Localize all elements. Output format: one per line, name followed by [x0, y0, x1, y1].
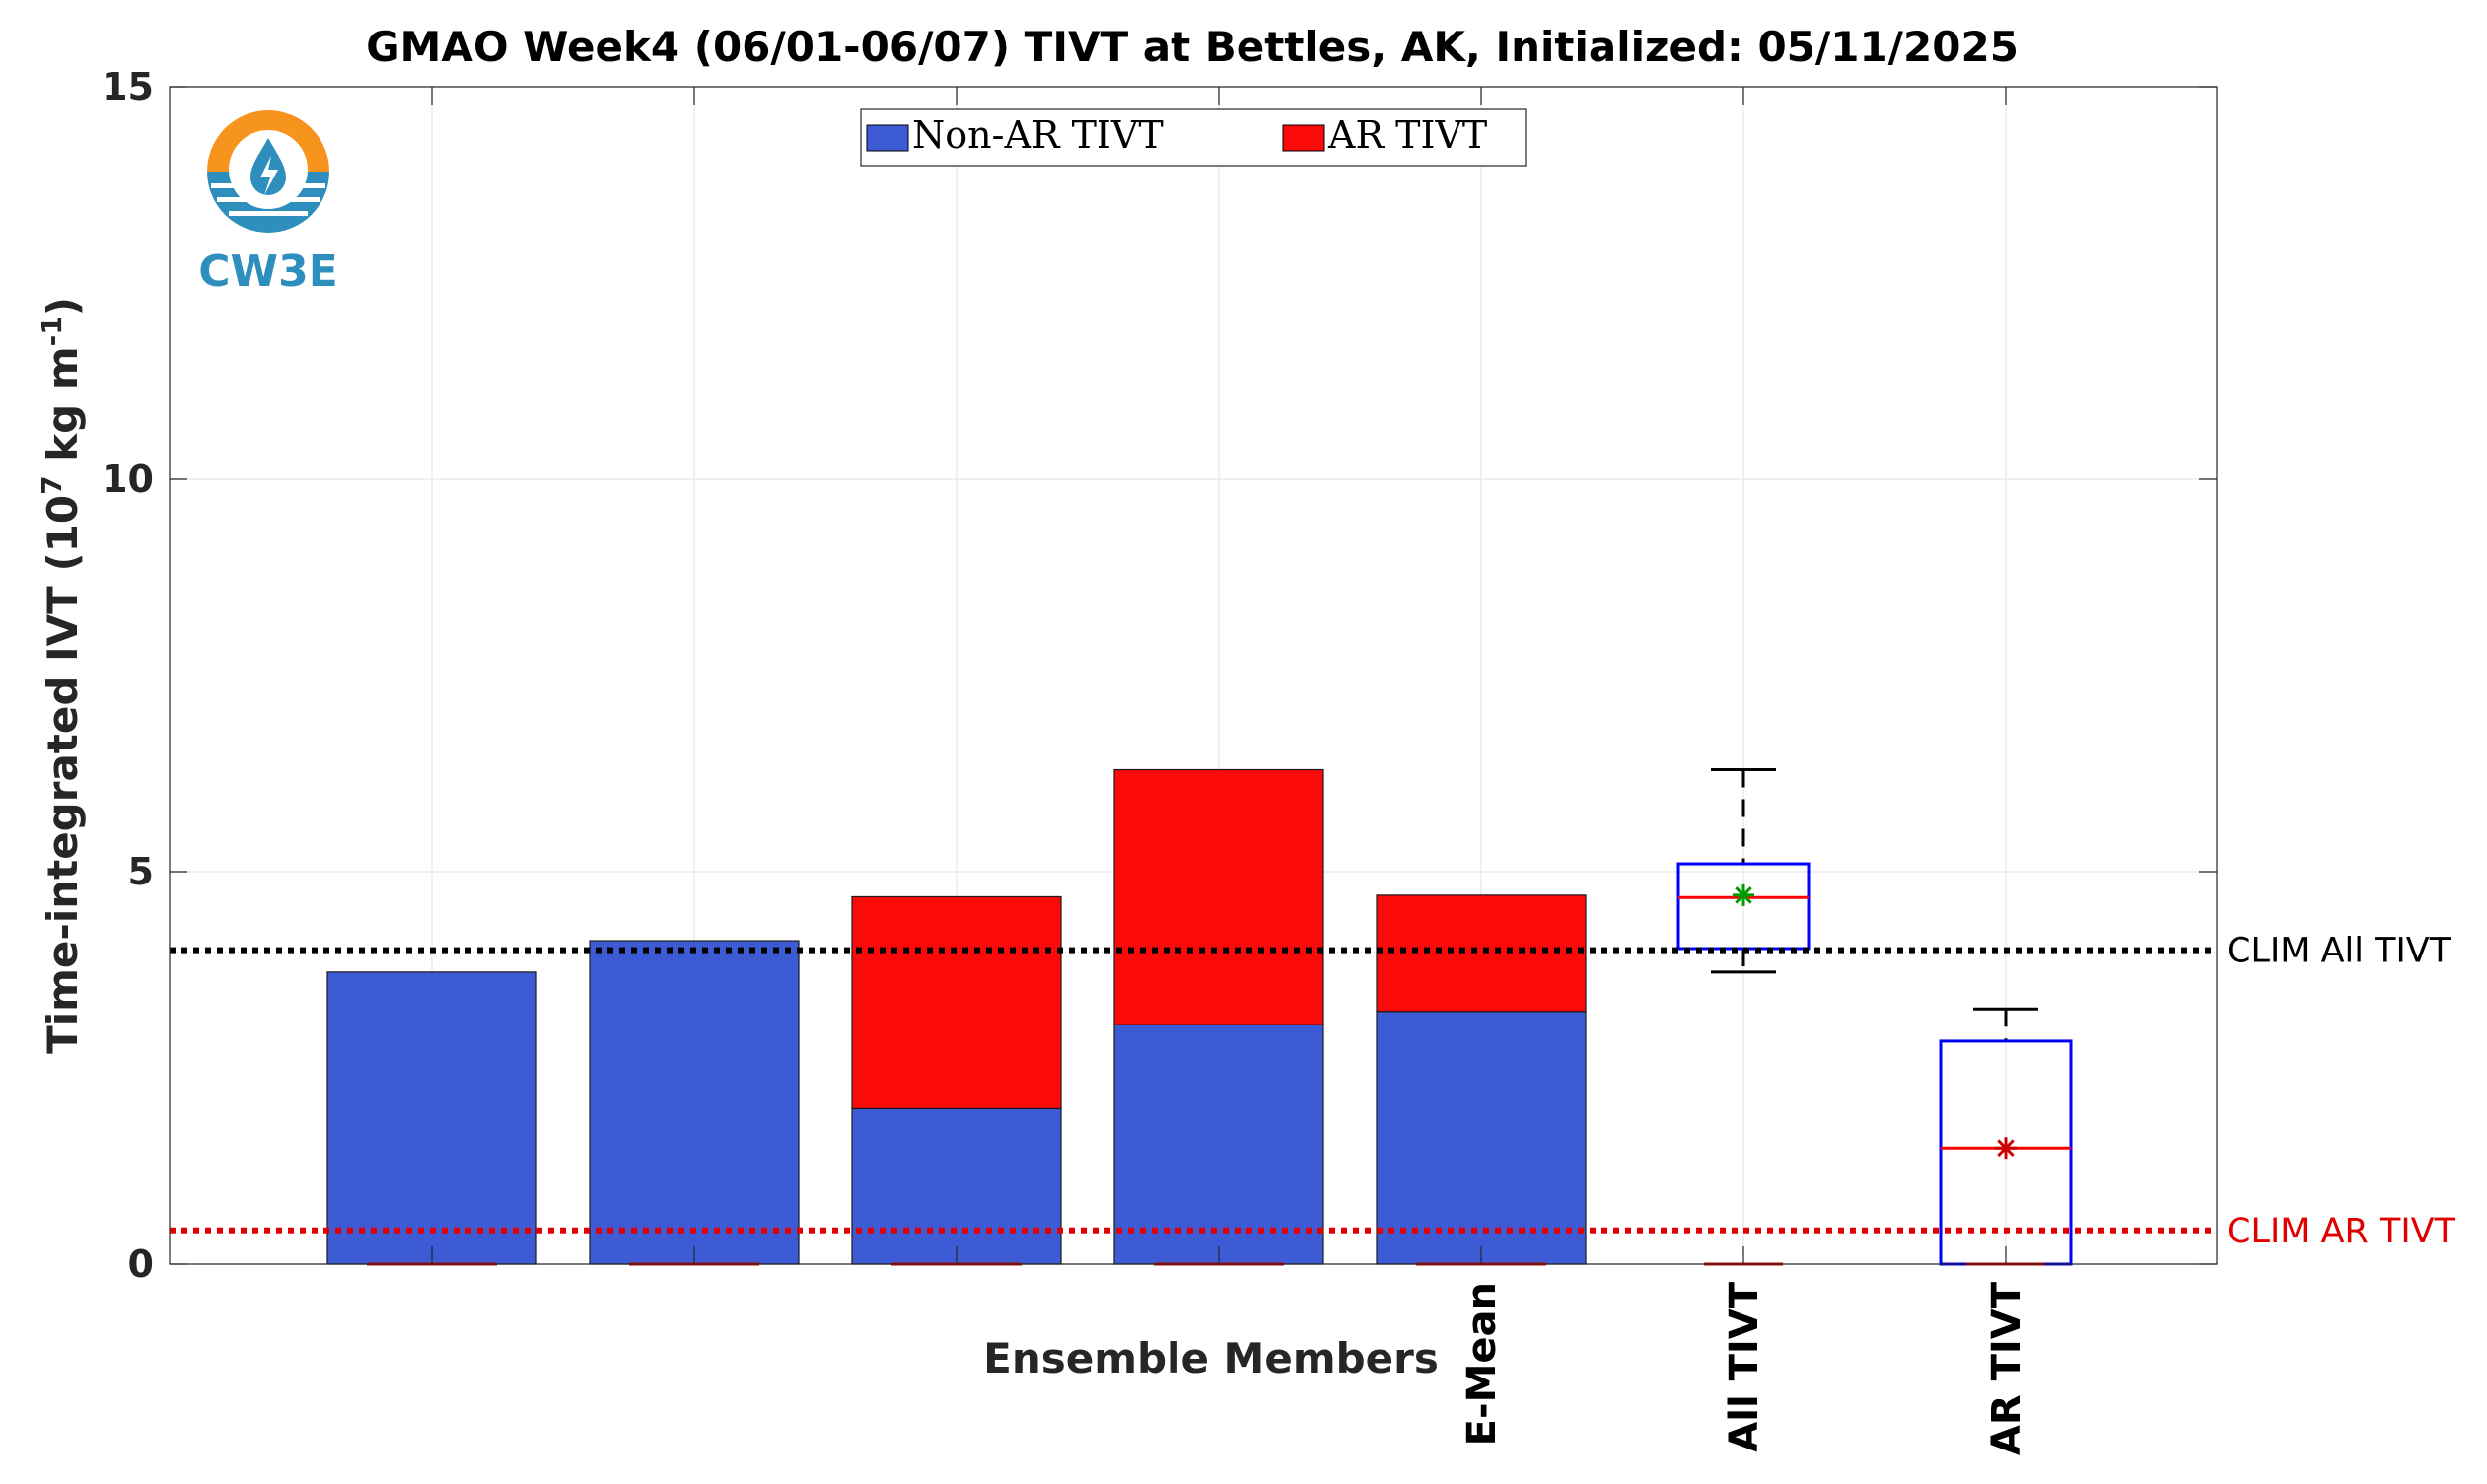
y-axis-ticks: 0 5 10 15 — [102, 65, 2217, 1286]
y-tick-label: 15 — [102, 65, 154, 108]
cw3e-logo: CW3E — [198, 110, 338, 297]
logo-text: CW3E — [198, 247, 338, 297]
bar-non-ar — [589, 940, 800, 1265]
bar-non-ar — [326, 971, 537, 1265]
mean-stroke — [1997, 1139, 2015, 1157]
x-axis-label: Ensemble Members — [983, 1334, 1439, 1382]
bar-group — [326, 768, 1587, 1266]
legend-swatch-ar — [1282, 124, 1325, 152]
legend-label-ar: AR TIVT — [1327, 113, 1487, 157]
x-tick-label: AR TIVT — [1984, 1281, 2029, 1455]
legend-box — [860, 108, 1527, 167]
x-axis-ticks: E-Mean All TIVT AR TIVT — [431, 87, 2029, 1455]
bar-non-ar — [1113, 1024, 1324, 1265]
climatology-label: CLIM All TIVT — [2227, 932, 2451, 971]
y-tick-label: 0 — [128, 1242, 154, 1286]
logo-bolt-icon — [260, 156, 278, 195]
climatology-label: CLIM AR TIVT — [2227, 1212, 2456, 1251]
x-tick-label: E-Mean — [1459, 1282, 1505, 1446]
legend: Non-AR TIVT AR TIVT — [860, 108, 1527, 167]
climatology-lines: CLIM All TIVT CLIM AR TIVT — [170, 932, 2456, 1251]
box-mean-marker — [1733, 883, 1754, 906]
bar-non-ar — [851, 1107, 1062, 1265]
y-tick-label: 5 — [128, 850, 154, 893]
legend-label-non-ar: Non-AR TIVT — [912, 113, 1164, 157]
mean-stroke — [1735, 886, 1752, 904]
bar-non-ar — [1376, 1011, 1587, 1265]
box-mean-marker — [1995, 1137, 2017, 1160]
plot-frame — [169, 86, 2218, 1265]
x-tick-label: All TIVT — [1722, 1281, 1767, 1451]
bar-ar — [1113, 768, 1324, 1025]
legend-swatch-non-ar — [866, 124, 909, 152]
chart-title: GMAO Week4 (06/01-06/07) TIVT at Bettles… — [366, 23, 2019, 71]
y-axis-label: Time-integrated IVT (107 kg m-1) — [36, 297, 88, 1054]
y-tick-label: 10 — [102, 458, 154, 501]
bar-ar — [851, 895, 1062, 1109]
bar-ar — [1376, 894, 1587, 1013]
